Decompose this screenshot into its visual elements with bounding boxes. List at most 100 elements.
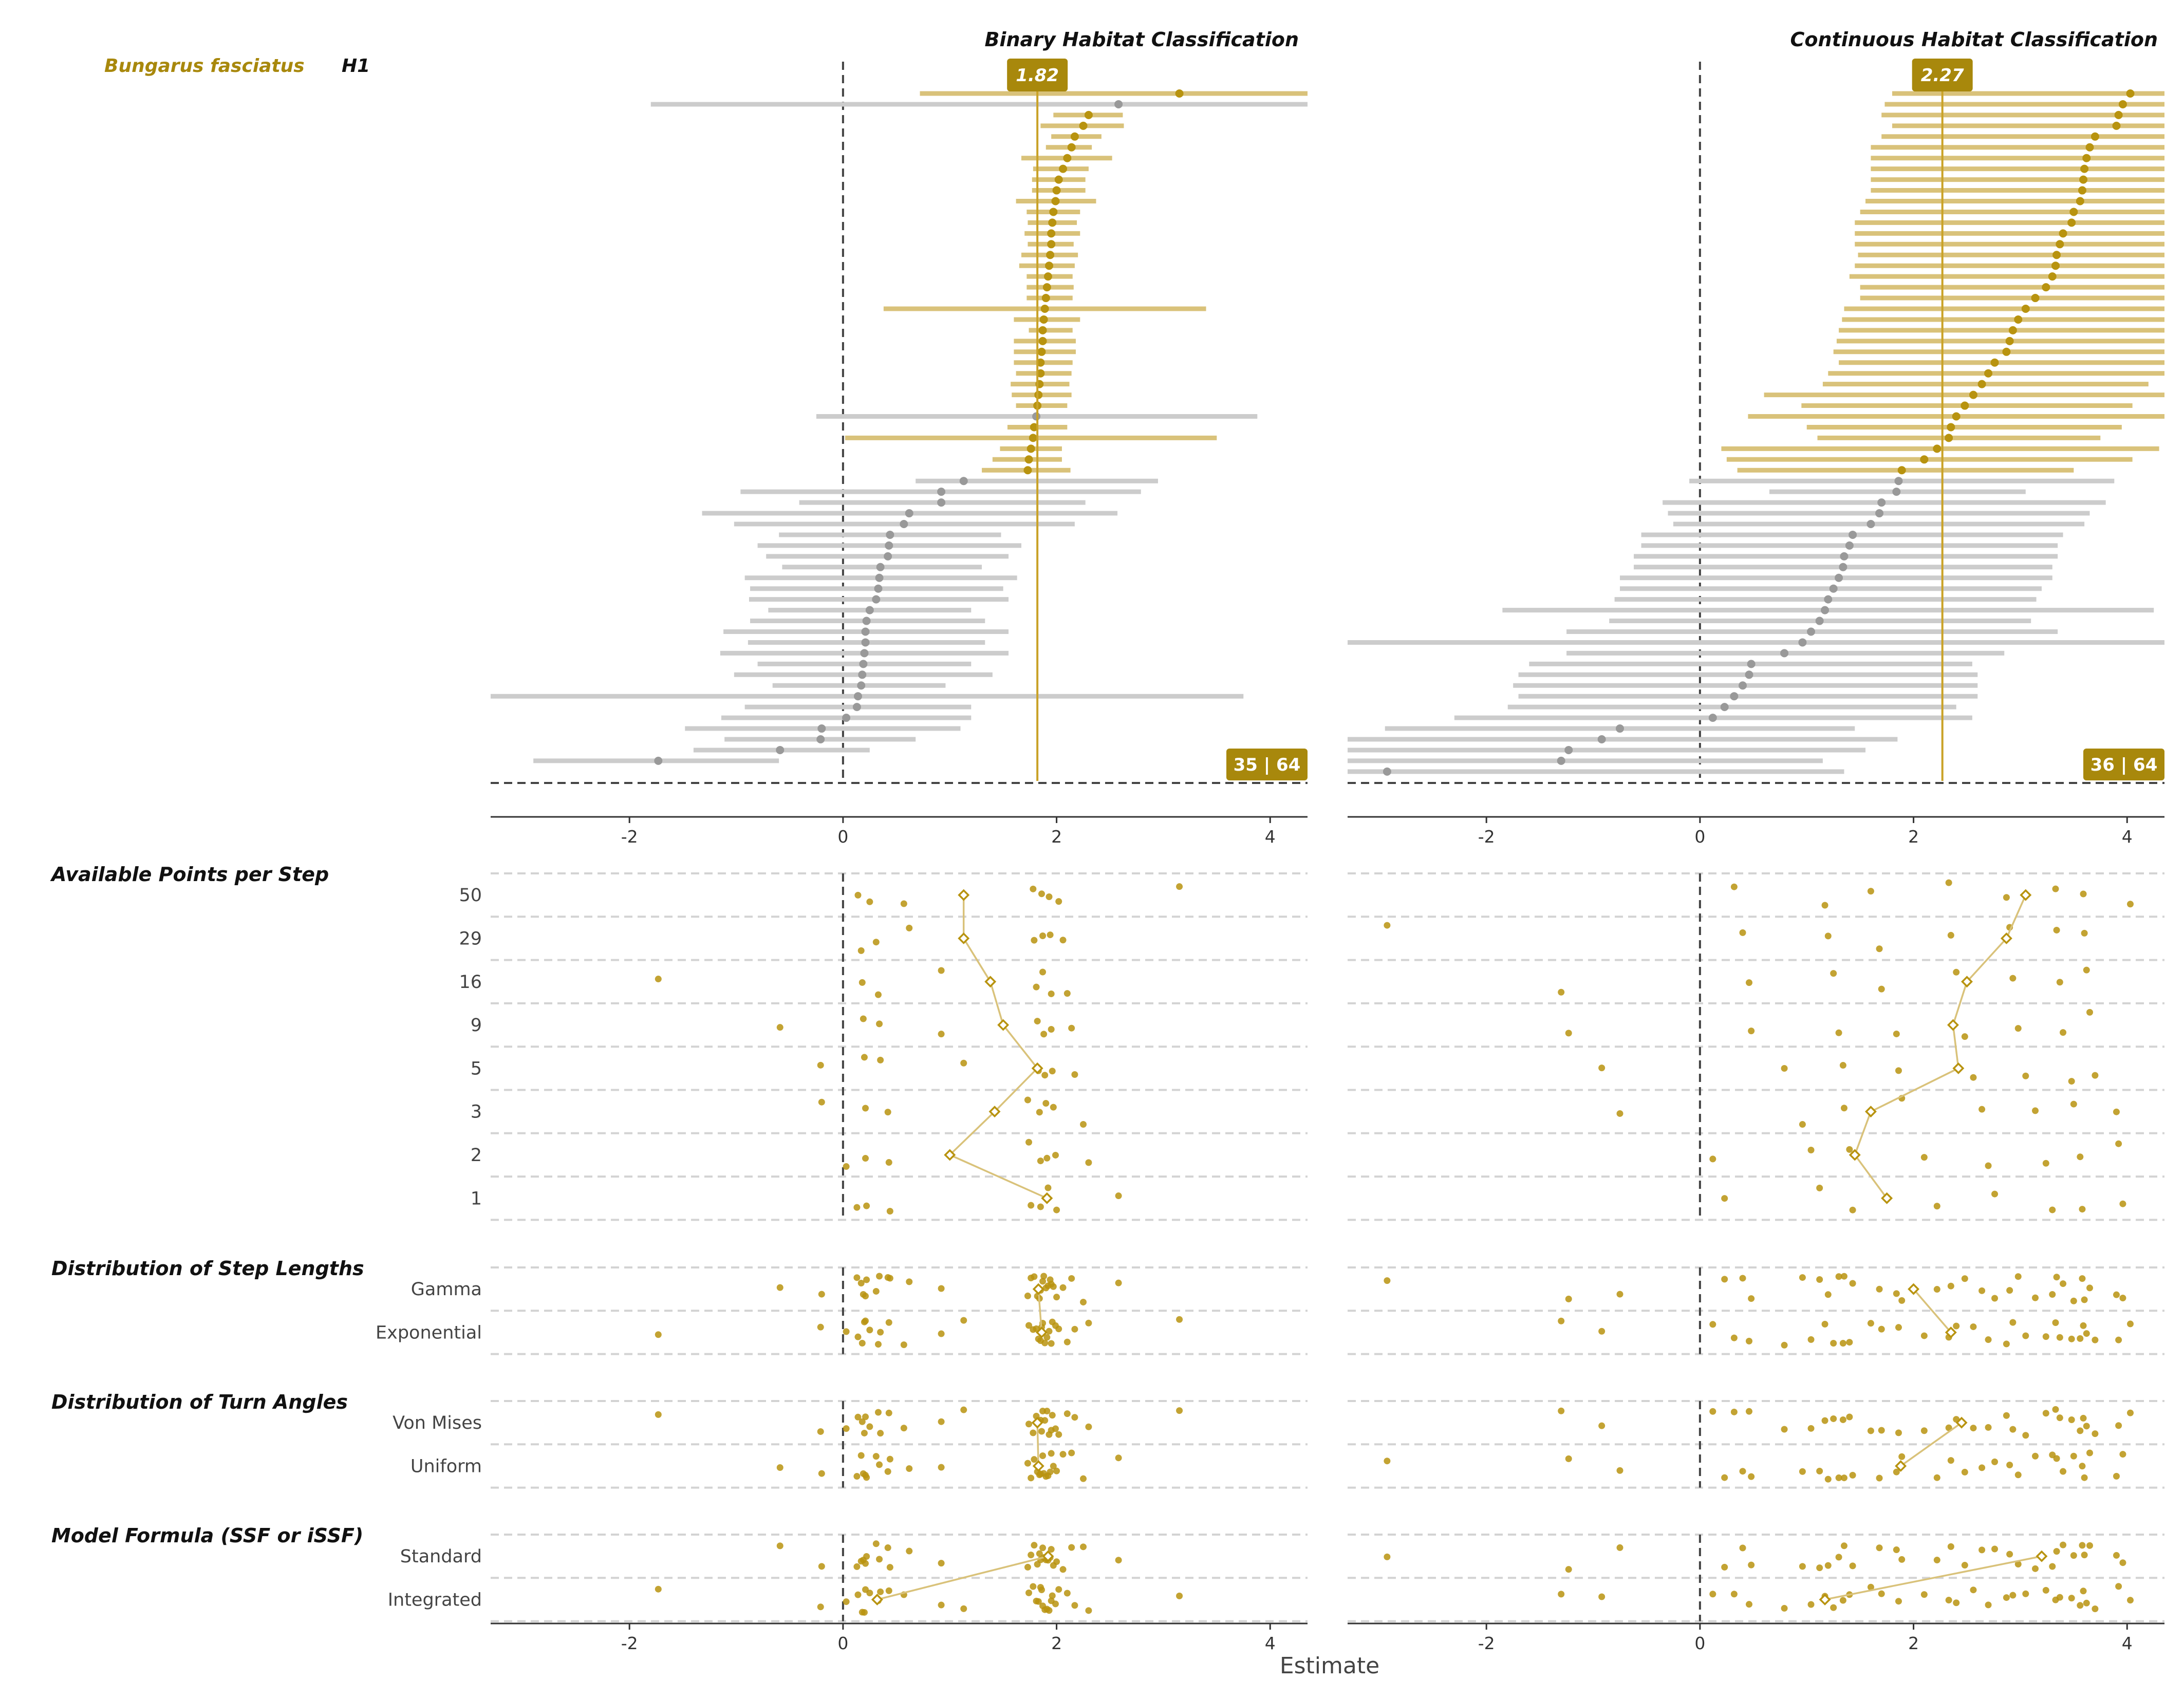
spec-estimate-point xyxy=(1080,1543,1087,1551)
spec-estimate-point xyxy=(2049,1291,2056,1298)
median-diamond xyxy=(1035,1326,1048,1338)
estimate-point xyxy=(857,681,866,690)
spec-estimate-point xyxy=(938,1560,945,1567)
estimate-point xyxy=(1049,208,1058,216)
estimate-point xyxy=(2014,315,2023,324)
spec-estimate-point xyxy=(1824,1291,1832,1298)
estimate-point xyxy=(1961,401,1969,410)
estimate-point xyxy=(1036,369,1045,378)
estimate-point xyxy=(874,584,883,593)
spec-estimate-point xyxy=(1839,1062,1846,1069)
estimate-point xyxy=(2114,110,2123,119)
estimate-point xyxy=(2090,132,2099,141)
estimate-point xyxy=(1952,412,1961,421)
spec-estimate-point xyxy=(2060,1029,2067,1036)
spec-estimate-point xyxy=(1816,1467,1823,1474)
spec-estimate-point xyxy=(1565,1455,1572,1462)
median-diamond xyxy=(871,1593,883,1605)
spec-level-label: 2 xyxy=(471,1145,482,1166)
spec-estimate-point xyxy=(1840,1474,1847,1482)
spec-estimate-point xyxy=(1176,1407,1183,1414)
spec-estimate-point xyxy=(1799,1121,1806,1128)
spec-estimate-point xyxy=(1953,1322,1960,1330)
spec-estimate-point xyxy=(884,1109,891,1116)
spec-estimate-point xyxy=(1047,931,1054,939)
estimate-point xyxy=(1034,390,1043,399)
spec-estimate-point xyxy=(1565,1566,1572,1573)
x-tick-label: -2 xyxy=(1478,1633,1495,1653)
spec-estimate-point xyxy=(2053,1274,2060,1281)
spec-estimate-point xyxy=(1384,1458,1391,1465)
spec-estimate-point xyxy=(1042,1284,1050,1292)
spec-estimate-point xyxy=(1739,1468,1746,1475)
spec-estimate-point xyxy=(1558,1591,1565,1598)
spec-estimate-point xyxy=(1799,1563,1806,1570)
spec-panel xyxy=(1348,1266,2164,1355)
x-tick-label: -2 xyxy=(621,1633,638,1653)
spec-estimate-point xyxy=(1071,1602,1078,1609)
spec-estimate-point xyxy=(1840,1105,1847,1112)
estimate-point xyxy=(1038,326,1047,334)
spec-estimate-point xyxy=(1947,1282,1954,1290)
spec-estimate-point xyxy=(886,1564,893,1571)
estimate-point xyxy=(2052,251,2061,259)
spec-estimate-point xyxy=(1059,937,1067,944)
spec-estimate-point xyxy=(854,891,862,899)
spec-estimate-point xyxy=(1961,1033,1968,1040)
x-tick-label: 0 xyxy=(1694,827,1705,847)
spec-estimate-point xyxy=(1034,1561,1041,1568)
spec-estimate-point xyxy=(818,1291,825,1298)
spec-estimate-point xyxy=(1052,1151,1059,1159)
spec-estimate-point xyxy=(2068,1078,2075,1085)
estimate-point xyxy=(1059,164,1068,173)
spec-estimate-point xyxy=(1878,985,1885,993)
spec-estimate-point xyxy=(1816,1184,1823,1191)
estimate-point xyxy=(862,617,871,625)
spec-estimate-point xyxy=(858,1609,866,1616)
estimate-point xyxy=(1747,660,1756,668)
spec-panel xyxy=(1348,872,2164,1221)
median-diamond xyxy=(1032,1283,1044,1295)
x-tick-label: 0 xyxy=(837,827,848,847)
estimate-point xyxy=(1041,294,1050,303)
spec-estimate-point xyxy=(1080,1298,1087,1305)
spec-estimate-point xyxy=(2056,979,2063,986)
spec-estimate-point xyxy=(1991,1545,1999,1553)
spec-estimate-point xyxy=(1893,1030,1900,1037)
estimate-point xyxy=(1616,724,1624,733)
spec-estimate-point xyxy=(1028,1474,1035,1482)
spec-estimate-point xyxy=(1878,1590,1885,1597)
x-tick-label: -2 xyxy=(1478,827,1495,847)
spec-estimate-point xyxy=(1781,1065,1788,1072)
mean-badge-label: 2.27 xyxy=(1921,65,1964,86)
spec-estimate-point xyxy=(1030,885,1037,892)
spec-estimate-point xyxy=(884,1274,891,1281)
spec-estimate-point xyxy=(2068,1416,2075,1424)
estimate-point xyxy=(1945,434,1953,442)
spec-estimate-point xyxy=(2052,1406,2059,1413)
spec-estimate-point xyxy=(1598,1065,1606,1072)
spec-estimate-point xyxy=(1033,983,1040,991)
spec-estimate-point xyxy=(1835,1554,1842,1561)
spec-estimate-point xyxy=(1115,1279,1122,1286)
spec-estimate-point xyxy=(872,1540,880,1547)
spec-estimate-point xyxy=(876,1020,883,1028)
hypothesis-label: H1 xyxy=(342,55,370,77)
spec-estimate-point xyxy=(2080,890,2087,898)
spec-estimate-point xyxy=(1034,1018,1041,1025)
spec-estimate-point xyxy=(2086,1284,2094,1292)
spec-estimate-point xyxy=(1816,1564,1823,1572)
spec-estimate-point xyxy=(1384,1553,1391,1560)
spec-estimate-point xyxy=(1970,1074,1977,1081)
spec-estimate-point xyxy=(874,991,882,998)
spec-estimate-point xyxy=(2113,1552,2120,1559)
spec-estimate-point xyxy=(1985,1162,1992,1169)
spec-estimate-point xyxy=(1048,1597,1055,1604)
spec-estimate-point xyxy=(776,1284,783,1291)
spec-estimate-point xyxy=(1024,1563,1031,1571)
median-diamond xyxy=(1955,1416,1968,1429)
median-diamond xyxy=(1881,1192,1893,1204)
spec-estimate-point xyxy=(1043,1334,1051,1341)
spec-estimate-point xyxy=(1867,1427,1874,1434)
spec-group-title: Available Points per Step xyxy=(50,863,329,886)
